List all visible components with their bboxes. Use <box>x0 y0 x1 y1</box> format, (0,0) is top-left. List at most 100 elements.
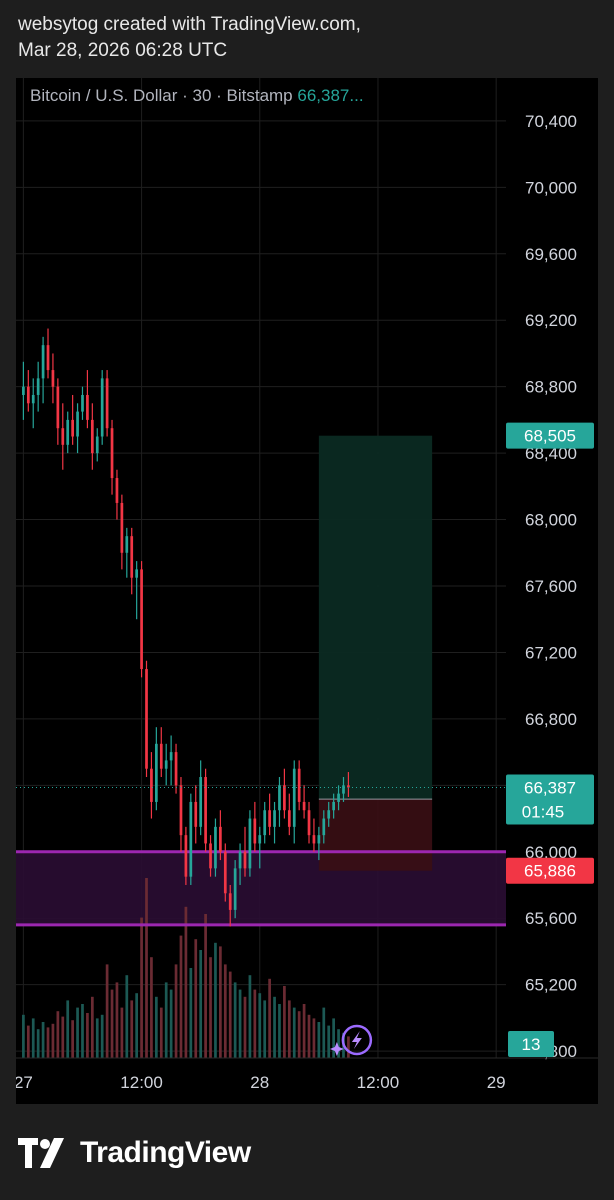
tradingview-logo-icon <box>18 1138 70 1168</box>
candle-body[interactable] <box>22 386 25 395</box>
volume-bar <box>189 968 193 1058</box>
candle-body[interactable] <box>342 785 345 794</box>
candle-body[interactable] <box>110 428 114 479</box>
candle-body[interactable] <box>199 777 203 827</box>
volume-bar <box>209 957 212 1058</box>
candle-body[interactable] <box>283 785 286 811</box>
candle-body[interactable] <box>243 851 247 869</box>
position-stop-zone <box>318 799 433 871</box>
candle-body[interactable] <box>90 419 94 454</box>
candle-body[interactable] <box>120 502 124 553</box>
candle-body[interactable] <box>179 785 183 836</box>
candle-body[interactable] <box>278 785 281 811</box>
candle-body[interactable] <box>56 386 60 429</box>
candle-body[interactable] <box>51 370 55 387</box>
candle-body[interactable] <box>100 378 104 437</box>
volume-bar <box>302 1004 306 1058</box>
lightning-bolt-icon <box>351 1031 362 1049</box>
candle-body[interactable] <box>297 768 301 802</box>
chart-panel[interactable]: 70,400 70,000 69,600 69,200 68,800 68,400 68,0… <box>16 78 598 1104</box>
candle-body[interactable] <box>159 743 163 769</box>
candle-body[interactable] <box>214 826 217 869</box>
current-price-badge <box>506 774 594 825</box>
candle-body[interactable] <box>209 843 212 869</box>
candle-body[interactable] <box>253 818 257 844</box>
candle-body[interactable] <box>317 835 321 844</box>
price-chart[interactable]: 70,400 70,000 69,600 69,200 68,800 68,400 68,0… <box>16 78 598 1104</box>
volume-bar <box>312 1018 316 1058</box>
candle-body[interactable] <box>312 835 316 844</box>
candle-body[interactable] <box>115 478 119 503</box>
candle-body[interactable] <box>292 768 296 827</box>
candle-body[interactable] <box>66 419 70 445</box>
candle-body[interactable] <box>223 851 227 894</box>
candle-body[interactable] <box>81 394 84 412</box>
candle-body[interactable] <box>61 428 65 445</box>
caption-timestamp: Mar 28, 2026 06:28 UTC <box>18 40 228 61</box>
candle-body[interactable] <box>307 810 311 836</box>
volume-bar <box>86 1013 89 1058</box>
candle-body[interactable] <box>204 777 207 844</box>
volume-bar <box>283 986 286 1058</box>
candle-body[interactable] <box>95 436 99 454</box>
candle-body[interactable] <box>258 835 262 844</box>
candle-body[interactable] <box>105 378 109 429</box>
y-axis-tick-label: 70,400 <box>525 112 577 131</box>
symbol-legend: Bitcoin / U.S. Dollar · 30 · Bitstamp 66… <box>30 86 364 106</box>
volume-bar <box>219 946 222 1058</box>
candle-body[interactable] <box>347 785 350 788</box>
candle-body[interactable] <box>233 868 237 910</box>
candle-body[interactable] <box>154 743 158 802</box>
candle-body[interactable] <box>125 536 129 553</box>
candle-body[interactable] <box>140 569 143 670</box>
volume-bar <box>135 993 139 1058</box>
candle-body[interactable] <box>36 378 40 395</box>
x-axis-tick-label: 12:00 <box>120 1073 163 1092</box>
candle-body[interactable] <box>26 386 30 404</box>
candle-body[interactable] <box>322 818 326 836</box>
candle-body[interactable] <box>194 801 198 827</box>
candle-body[interactable] <box>327 810 331 819</box>
candle-body[interactable] <box>273 810 276 827</box>
volume-value-label: 13 <box>522 1035 541 1054</box>
candle-body[interactable] <box>135 569 139 578</box>
y-axis-tick-label: 66,000 <box>525 843 577 862</box>
candle-body[interactable] <box>46 345 50 371</box>
volume-bar <box>150 957 153 1058</box>
candle-body[interactable] <box>150 768 153 802</box>
volume-bar <box>159 1007 163 1058</box>
candle-body[interactable] <box>31 394 35 404</box>
candle-body[interactable] <box>130 536 134 578</box>
candle-body[interactable] <box>169 752 173 761</box>
lightning-icon[interactable] <box>341 1024 373 1056</box>
candle-body[interactable] <box>86 394 89 420</box>
volume-bar <box>145 878 148 1058</box>
candle-body[interactable] <box>268 810 271 827</box>
volume-bar <box>273 996 276 1058</box>
volume-bar <box>233 982 237 1058</box>
candle-body[interactable] <box>41 345 45 379</box>
candle-body[interactable] <box>71 419 74 437</box>
candle-body[interactable] <box>164 760 168 769</box>
candle-body[interactable] <box>238 851 242 869</box>
candle-body[interactable] <box>337 793 340 802</box>
candle-body[interactable] <box>174 752 178 786</box>
volume-bar <box>46 1027 50 1058</box>
candle-body[interactable] <box>76 411 79 437</box>
current-price-label: 66,387 <box>524 778 576 797</box>
x-axis-tick-label: 28 <box>250 1073 269 1092</box>
candle-body[interactable] <box>248 818 252 869</box>
candle-body[interactable] <box>287 810 291 827</box>
candle-body[interactable] <box>332 801 335 811</box>
volume-bar <box>71 1020 74 1058</box>
candle-body[interactable] <box>302 801 306 811</box>
candle-body[interactable] <box>189 801 193 877</box>
candle-body[interactable] <box>263 810 267 836</box>
volume-bar <box>199 950 203 1058</box>
candle-body[interactable] <box>145 669 148 769</box>
volume-bar <box>347 1036 350 1058</box>
candle-body[interactable] <box>219 826 222 852</box>
candle-body[interactable] <box>228 893 232 910</box>
candle-body[interactable] <box>184 835 188 877</box>
volume-bar <box>76 1007 79 1058</box>
